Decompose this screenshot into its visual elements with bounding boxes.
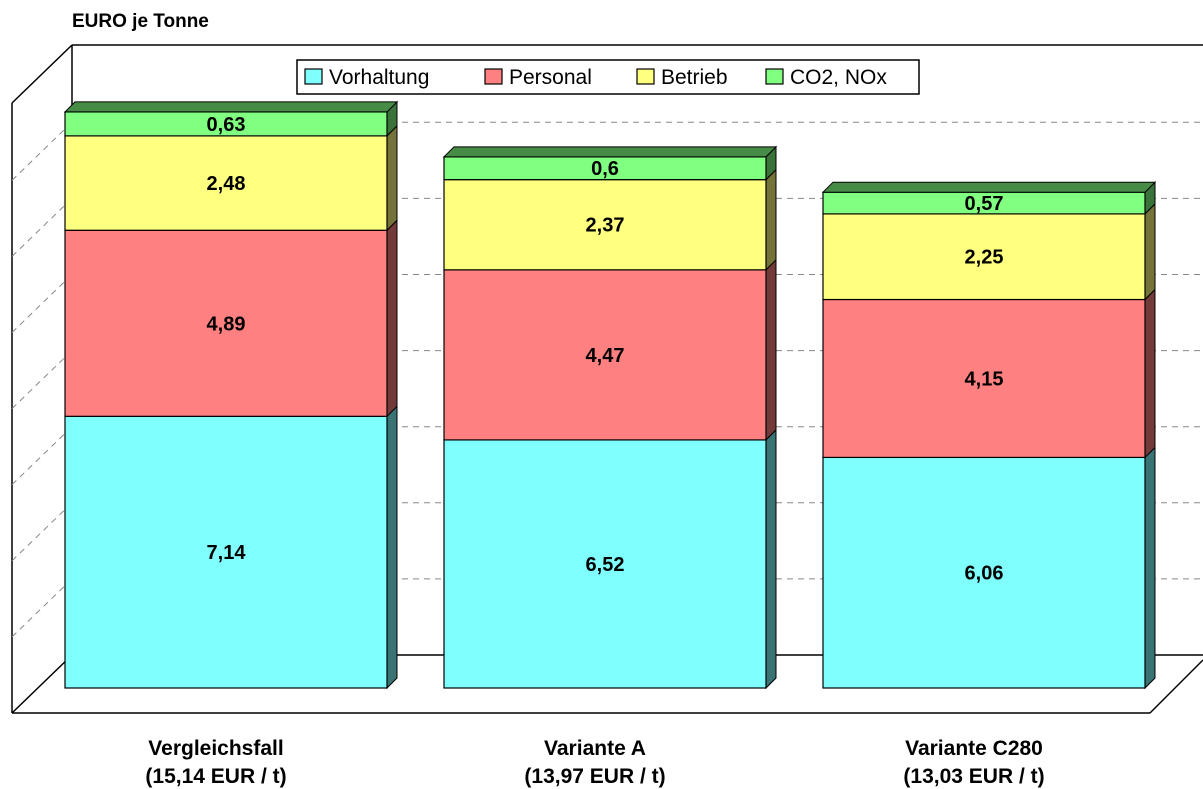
gridline-side [11,502,73,562]
category-subtitle: (13,97 EUR / t) [524,765,665,788]
bar-segment-vorhaltung [64,415,388,689]
bar-side-vorhaltung [386,405,398,690]
data-label: 4,15 [965,368,1004,390]
data-label: 0,6 [591,158,619,180]
data-label: 2,37 [586,215,625,237]
legend-swatch [636,68,655,85]
data-label: 0,63 [207,114,246,136]
data-label: 2,25 [965,247,1004,269]
bar-segment-personal [64,229,388,417]
bar-top [442,146,778,158]
data-label: 6,06 [965,563,1004,585]
gridline-side [11,198,73,257]
bar-side-personal [765,258,777,442]
gridline-side [11,274,73,333]
data-label: 4,89 [207,313,246,335]
bar-side-betrieb [765,168,777,272]
category-label: Variante C280 [905,737,1043,760]
category-subtitle: (13,03 EUR / t) [903,765,1044,788]
value-labels: 7,14 4,89 2,48 0,63 6,52 4,47 2,37 0,6 6,06 4,15 2… [207,114,1004,585]
bar-side-betrieb [1144,202,1156,301]
legend-swatch [484,68,503,85]
bar-top [63,101,399,113]
category-label: Variante A [544,737,646,760]
category-label: Vergleichsfall [148,737,283,760]
legend-label: Betrieb [661,66,728,89]
gridline-side [11,426,73,486]
bar-segment-vorhaltung [822,456,1146,689]
data-label: 0,57 [965,193,1004,215]
gridline-side [11,121,73,181]
gridline-side [11,578,73,638]
bar-segment-personal [822,298,1146,459]
legend-box [296,59,920,95]
category-labels: Vergleichsfall (15,14 EUR / t) Variante A (… [145,737,1044,788]
bars-group [63,100,1157,690]
legend-label: CO2, NOx [790,66,887,89]
category-subtitle: (15,14 EUR / t) [145,765,286,788]
left-wall-top [11,44,73,104]
bar-segment-betrieb [443,179,767,271]
bar-top [821,181,1157,193]
data-label: 4,47 [586,345,625,367]
bar-side-betrieb [386,124,398,232]
legend-swatch [765,68,784,85]
bar-side-vorhaltung [765,428,777,690]
data-label: 2,48 [207,173,246,195]
bar-segment-betrieb [822,213,1146,301]
legend-label: Personal [509,66,592,89]
y-axis-label: EURO je Tonne [72,11,209,32]
gridline-side [11,350,73,409]
floor-left-edge [11,654,73,714]
bar-side-personal [1144,288,1156,459]
floor-right-edge [1149,659,1203,714]
data-label: 7,14 [207,542,247,564]
legend-label: Vorhaltung [329,66,429,89]
bar-side-vorhaltung [1144,446,1156,690]
legend-swatch [304,68,323,85]
bar-side-personal [386,219,398,418]
data-label: 6,52 [586,554,625,576]
bar-segment-vorhaltung [443,439,767,689]
legend: Vorhaltung Personal Betrieb CO2, NOx [296,59,920,95]
